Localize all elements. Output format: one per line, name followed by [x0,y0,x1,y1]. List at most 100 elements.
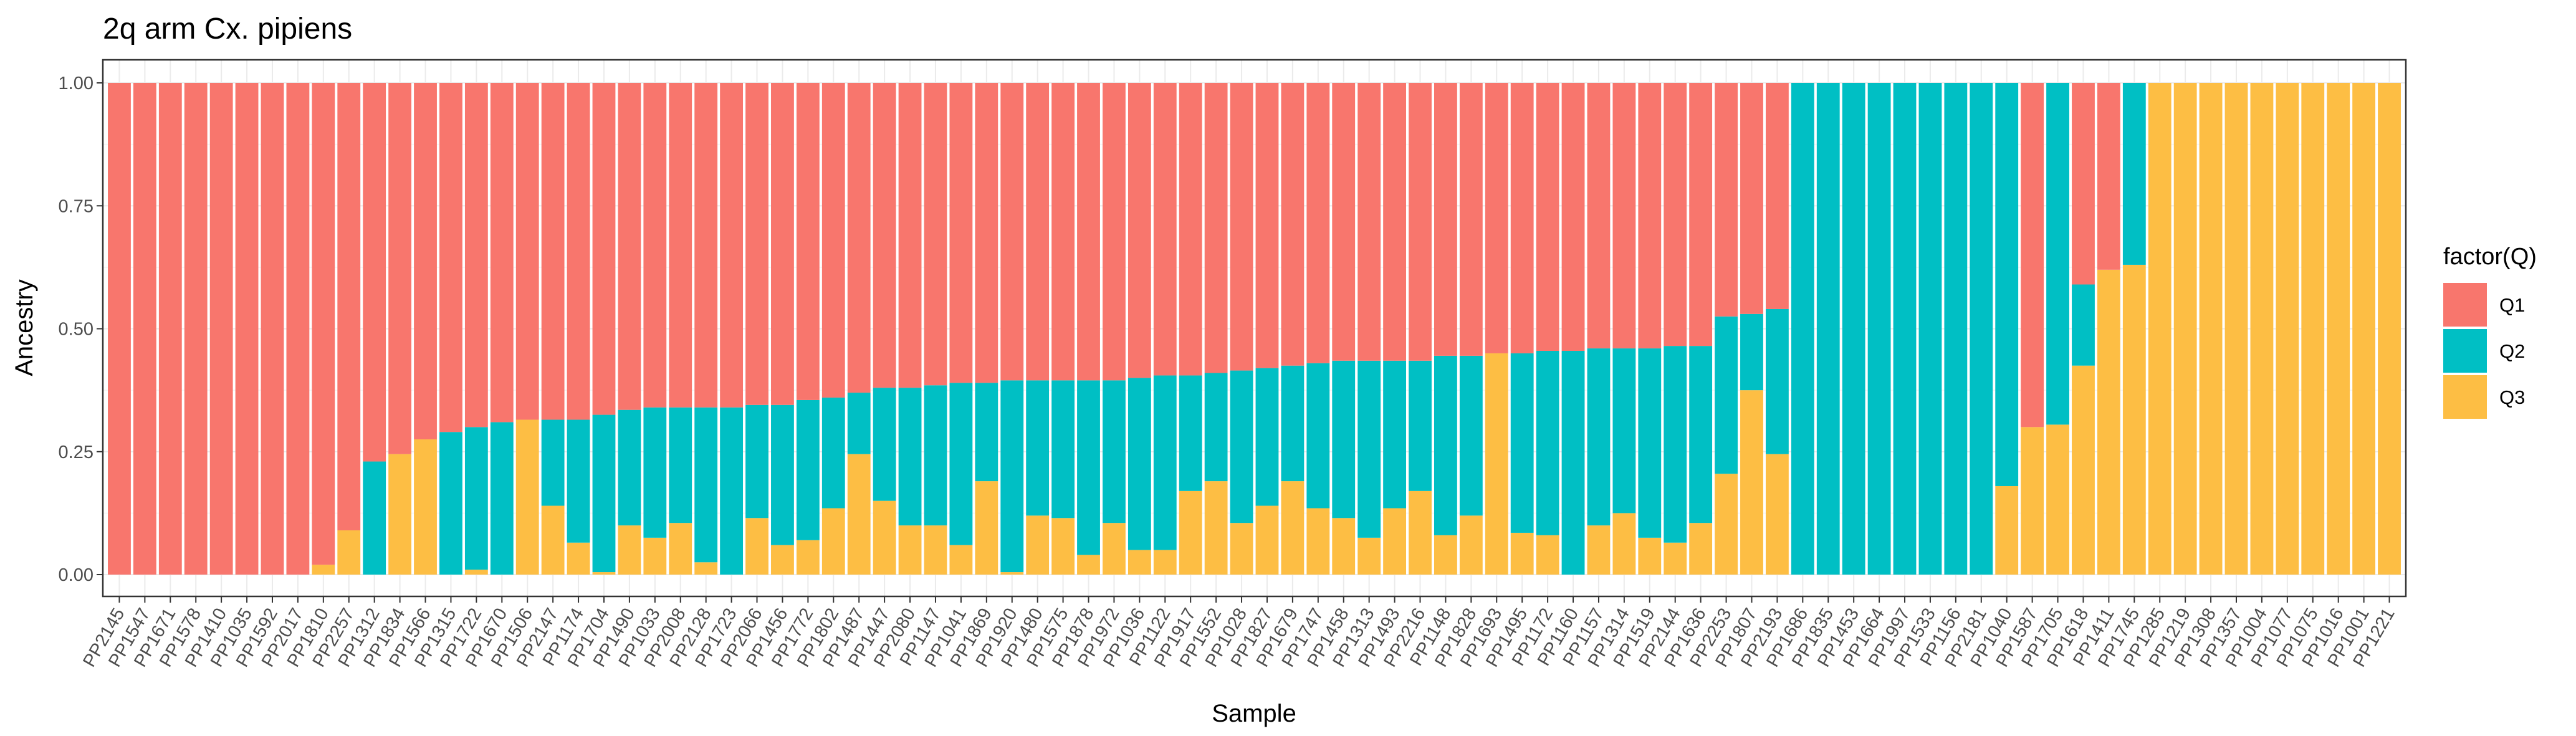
bar-q2-pp1480 [1026,380,1050,516]
bar-q2-pp1670 [490,422,514,575]
bar-q2-pp1456 [771,404,794,545]
bar-q3-pp1490 [618,525,641,575]
y-tick-label: 1.00 [59,74,93,93]
bar-q2-pp1313 [1357,360,1381,538]
bar-q1-pp1313 [1357,83,1381,361]
bar-q1-pp1636 [1689,83,1713,346]
y-tick-label: 0.50 [59,320,93,340]
bar-q3-pp2066 [745,518,768,575]
bar-q3-pp1077 [2276,83,2299,575]
bar-q1-pp1160 [1561,83,1585,351]
bar-q3-pp1075 [2301,83,2325,575]
bar-q1-pp1587 [2021,83,2044,428]
bar-q2-pp1122 [1153,375,1177,550]
bar-q2-pp1172 [1536,351,1559,535]
bar-q1-pp1552 [1204,83,1228,373]
bar-q3-pp1487 [847,454,871,575]
bar-q2-pp1972 [1103,380,1126,523]
bar-q1-pp2253 [1715,83,1738,317]
bar-q3-pp2144 [1664,542,1687,575]
bar-q2-pp1033 [643,407,667,538]
bar-q2-pp2181 [1970,83,1993,575]
bar-q2-pp1745 [2122,83,2146,265]
bar-q1-pp1033 [643,83,667,408]
bar-q3-pp1575 [1051,518,1075,575]
legend-title: factor(Q) [2443,244,2537,270]
legend-swatch-q3 [2443,375,2487,419]
bar-q2-pp1028 [1230,370,1253,523]
bar-q1-pp2128 [694,83,718,408]
bar-q3-pp1552 [1204,481,1228,575]
bar-q1-pp2216 [1409,83,1432,361]
bar-q1-pp1917 [1179,83,1202,376]
bar-q1-pp2008 [669,83,692,408]
bar-q3-pp2257 [337,530,361,575]
bar-q3-pp1772 [796,540,820,575]
y-axis: 0.00 0.25 0.50 0.75 1.00 [59,74,103,585]
bar-q2-pp1828 [1459,355,1483,516]
bar-q1-pp1028 [1230,83,1253,371]
bar-q2-pp1036 [1128,378,1151,550]
bar-q2-pp1835 [1816,83,1840,575]
bar-q3-pp1001 [2352,83,2376,575]
legend: factor(Q) Q1 Q2 Q3 [2443,244,2537,419]
bar-q2-pp1160 [1561,351,1585,575]
bar-q2-pp1487 [847,393,871,454]
bar-q2-pp1747 [1306,363,1330,509]
bar-q1-pp1810 [312,83,335,565]
bar-q1-pp1035 [235,83,259,575]
bar-q2-pp1519 [1638,348,1662,538]
bar-q1-pp1671 [158,83,182,575]
bar-q1-pp1147 [924,83,947,386]
bar-q1-pp2257 [337,83,361,530]
bar-q1-pp2193 [1765,83,1789,309]
bar-q3-pp2193 [1765,454,1789,575]
bar-q2-pp2066 [745,404,768,519]
bar-q3-pp2253 [1715,474,1738,575]
bar-q2-pp2216 [1409,360,1432,491]
bar-q3-pp1745 [2122,264,2146,575]
y-tick-label: 0.75 [59,196,93,216]
bar-q1-pp1704 [592,83,616,415]
bar-q2-pp2144 [1664,346,1687,543]
bar-q2-pp1533 [1918,83,1942,575]
bar-q1-pp1314 [1612,83,1636,349]
bar-q1-pp1315 [439,83,462,433]
bar-q1-pp1807 [1740,83,1763,314]
bar-q3-pp1456 [771,545,794,575]
bar-q1-pp2066 [745,83,768,405]
legend-label-q2: Q2 [2499,340,2525,362]
bar-q3-pp1033 [643,537,667,575]
bar-q2-pp1827 [1255,368,1279,506]
bar-q3-pp1807 [1740,390,1763,575]
bar-q3-pp1122 [1153,550,1177,575]
bar-q1-pp1174 [567,83,590,420]
bar-q3-pp1174 [567,542,590,575]
bar-q1-pp1722 [464,83,488,428]
bar-q1-pp1802 [821,83,845,398]
bar-q1-pp1519 [1638,83,1662,349]
bar-q2-pp1704 [592,414,616,573]
bar-q3-pp1679 [1281,481,1305,575]
bar-q3-pp1878 [1077,555,1100,575]
bar-q3-pp1519 [1638,537,1662,575]
bar-q1-pp2144 [1664,83,1687,346]
bar-q3-pp1219 [2173,83,2197,575]
bar-q1-pp1592 [261,83,284,575]
bar-q3-pp1810 [312,565,335,575]
bar-q1-pp1679 [1281,83,1305,366]
bar-q3-pp1036 [1128,550,1151,575]
bar-q2-pp1447 [873,388,896,501]
bar-q1-pp1495 [1510,83,1534,353]
legend-swatch-q1 [2443,283,2487,327]
bar-q3-pp1480 [1026,515,1050,575]
bar-q2-pp1493 [1383,360,1406,509]
legend-label-q3: Q3 [2499,386,2525,408]
bar-q1-pp1920 [1000,83,1024,381]
bar-q2-pp1312 [363,461,386,575]
bar-q2-pp2147 [541,419,565,506]
bar-q3-pp1917 [1179,490,1202,575]
bar-q1-pp1490 [618,83,641,410]
bar-q1-pp1578 [184,83,208,575]
